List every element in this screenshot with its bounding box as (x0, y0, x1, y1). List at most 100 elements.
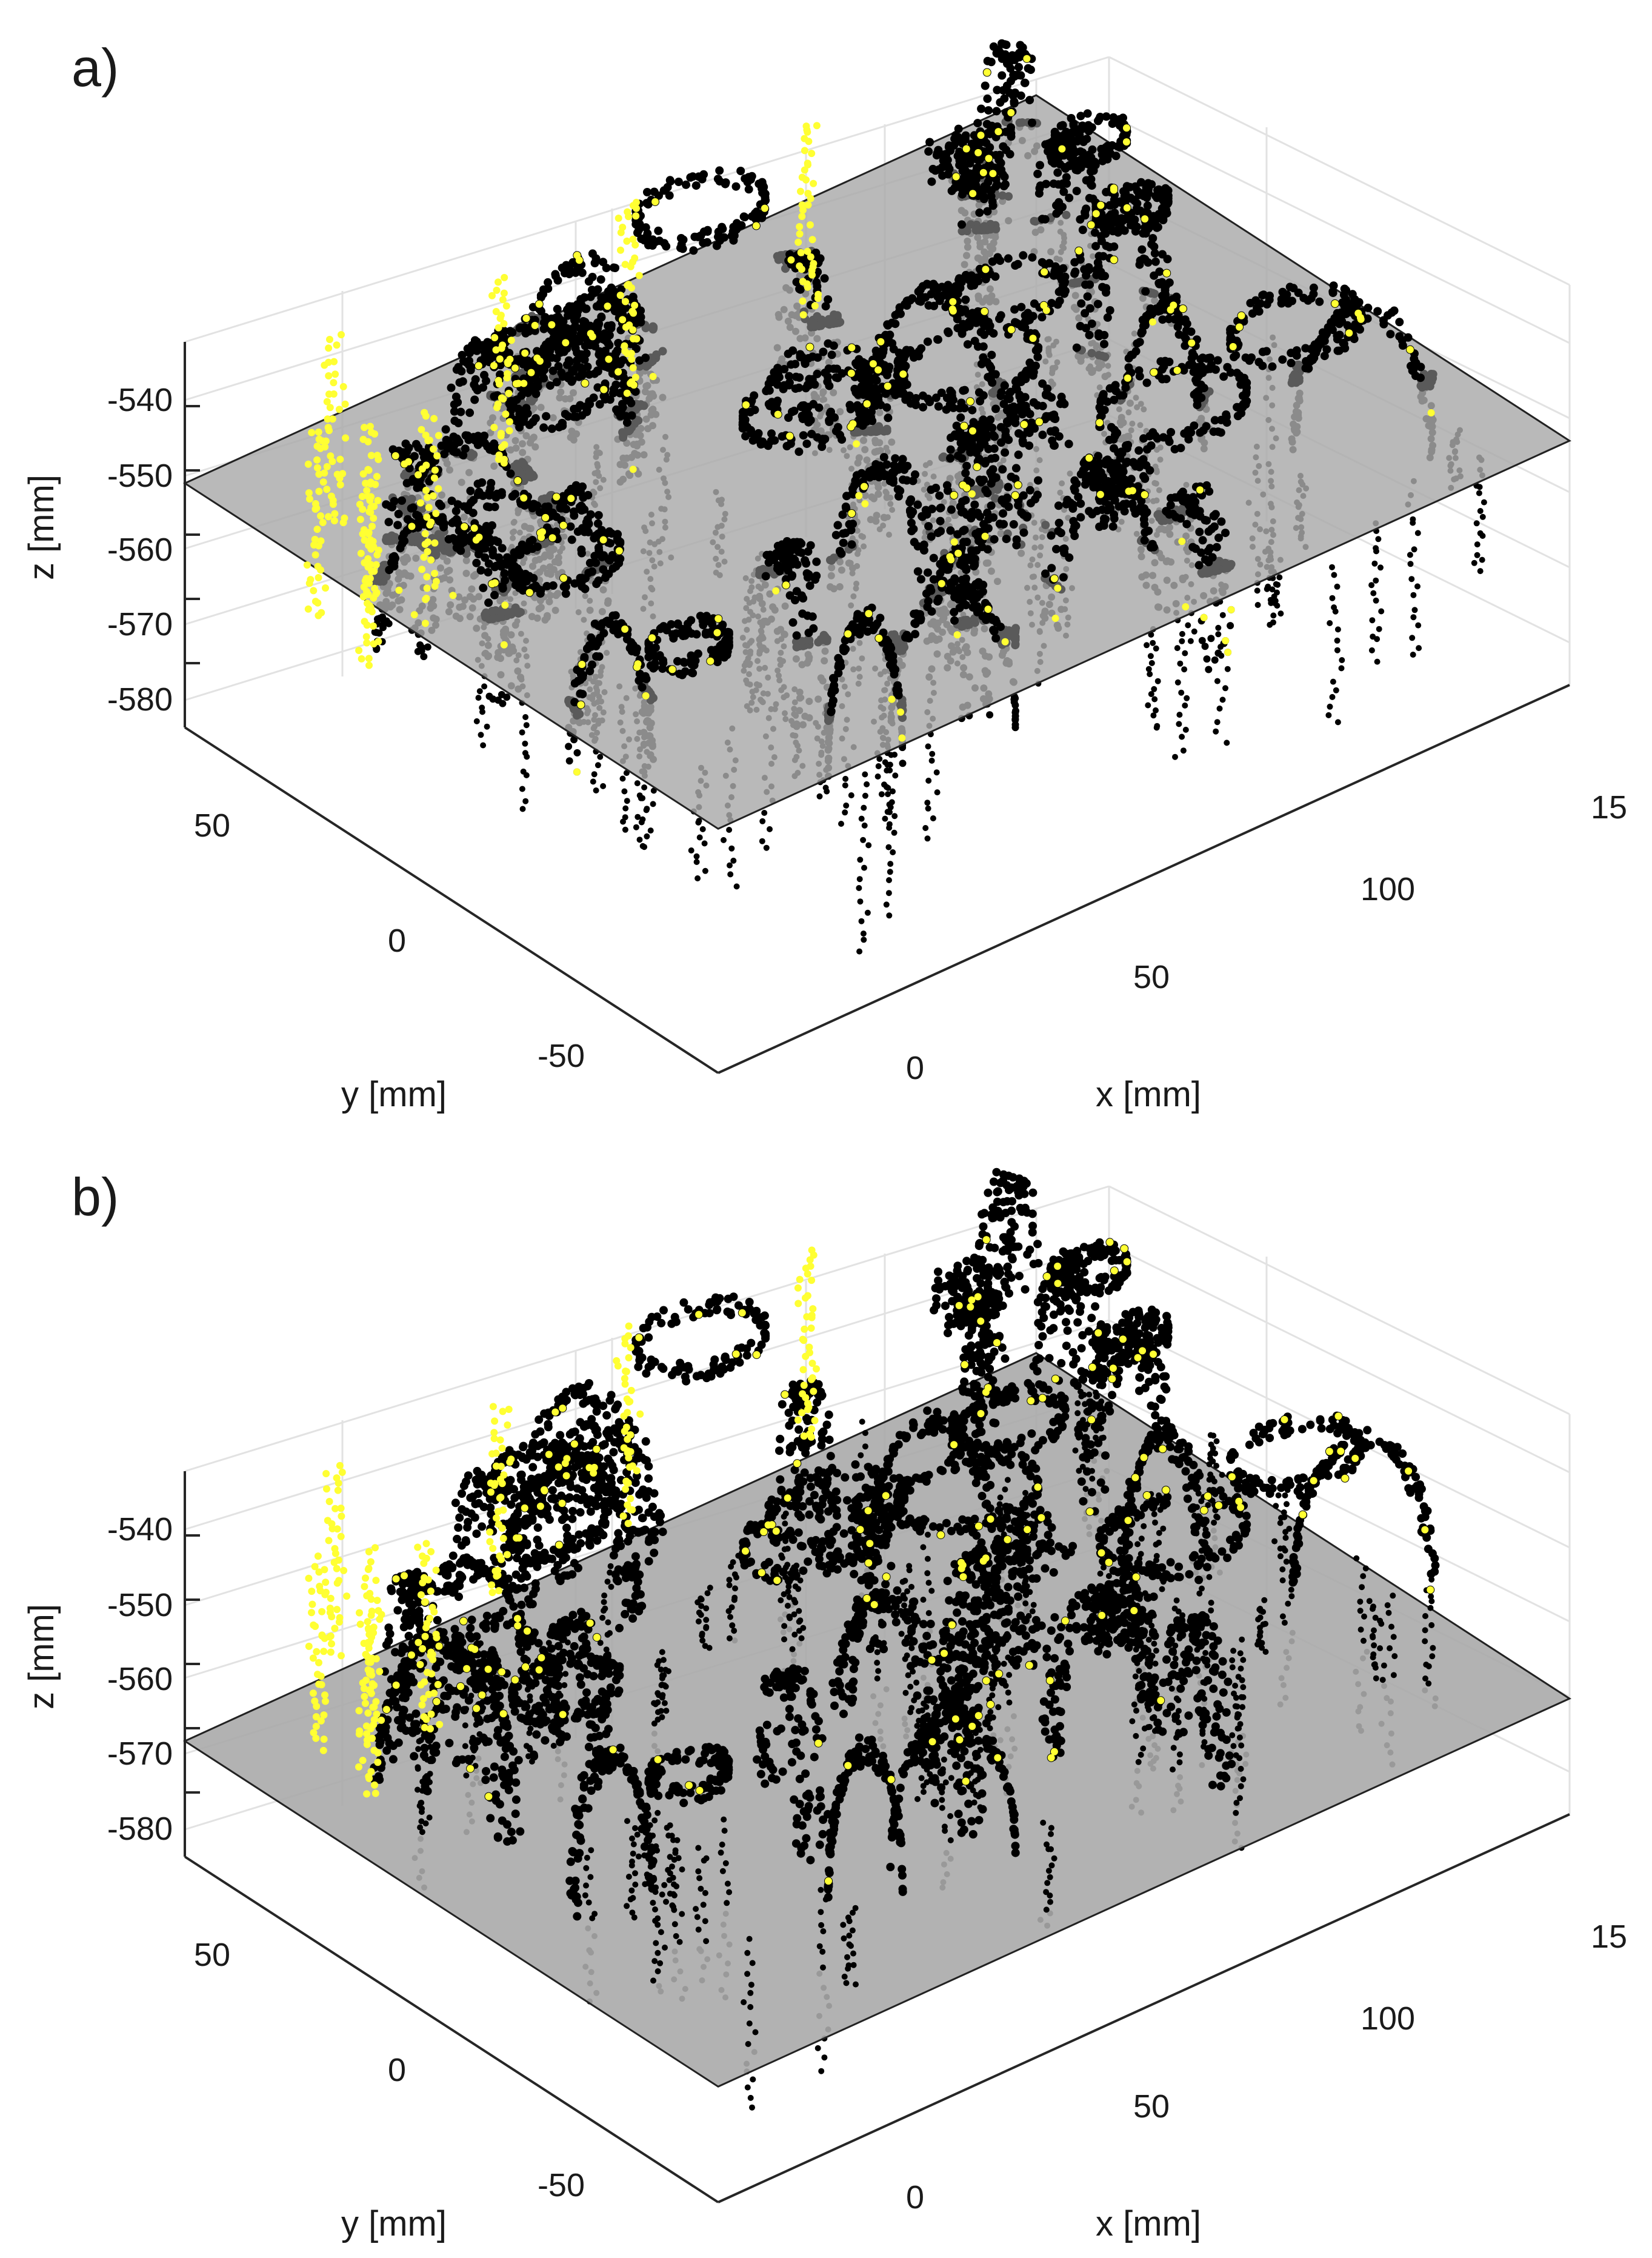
point-above-plane (1390, 306, 1399, 315)
strand-point (1334, 719, 1341, 726)
projected-point (824, 716, 833, 725)
point-above-plane (573, 348, 582, 357)
point-above-plane (999, 519, 1008, 529)
strand-point (1179, 733, 1185, 740)
projected-point (618, 428, 627, 437)
point-above-plane (1411, 372, 1420, 380)
strand-point (1150, 712, 1157, 719)
strand-point (727, 871, 734, 878)
strand-point (1217, 644, 1224, 650)
strand-point (475, 695, 482, 701)
strand-point (650, 801, 656, 807)
strand-point (933, 769, 940, 776)
projected-point (818, 635, 827, 644)
strand-point (1476, 484, 1483, 490)
point-above-plane (593, 636, 602, 646)
point-above-plane (935, 491, 944, 500)
strand-point (701, 840, 708, 847)
strand-point (1144, 642, 1150, 649)
strand-point (1219, 696, 1226, 703)
point-above-plane (438, 513, 447, 522)
strand-point (862, 792, 868, 799)
projected-point (985, 225, 994, 234)
strand-point (1213, 728, 1219, 735)
strand-point (647, 827, 654, 834)
point-above-plane (944, 329, 953, 338)
point-above-plane (627, 398, 636, 407)
strand-point (1219, 612, 1226, 618)
point-below-plane (1198, 636, 1206, 644)
strand-point (890, 849, 896, 855)
strand-point (759, 838, 765, 844)
point-above-plane (1379, 319, 1388, 329)
point-above-plane (398, 496, 406, 505)
point-above-plane (987, 501, 996, 510)
point-above-plane (1012, 541, 1021, 550)
strand-point (861, 822, 868, 829)
strand-point (886, 824, 893, 831)
strand-point (925, 777, 932, 784)
point-above-plane (415, 520, 424, 529)
strand-point (1254, 602, 1261, 608)
projected-point (1030, 216, 1039, 225)
strand-point (1410, 614, 1417, 621)
point-above-plane (539, 423, 548, 432)
strand-point (924, 835, 931, 842)
point-above-plane (576, 675, 585, 684)
projected-point (1002, 630, 1011, 639)
point-above-plane (933, 335, 942, 344)
point-above-plane (622, 418, 631, 427)
strand-point (816, 793, 823, 800)
strand-point (1182, 702, 1188, 709)
point-below-plane (1011, 712, 1019, 720)
strand-point (693, 853, 700, 860)
projected-point (817, 315, 826, 324)
strand-point (1410, 592, 1417, 598)
point-above-plane (1019, 510, 1028, 519)
point-above-plane (592, 652, 601, 661)
point-above-plane (607, 321, 616, 330)
strand-point (1474, 541, 1480, 548)
point-below-plane (573, 749, 581, 757)
strand-point (1153, 645, 1159, 652)
strand-point (1477, 508, 1484, 514)
projected-point (1204, 569, 1213, 578)
strand-point (727, 862, 733, 869)
point-above-plane (401, 439, 410, 449)
strand-point (874, 773, 881, 780)
strand-point (476, 688, 483, 695)
strand-point (1277, 610, 1284, 617)
projected-point (407, 495, 416, 503)
strand-point (886, 912, 893, 919)
point-above-plane (983, 207, 992, 216)
point-above-plane (618, 404, 627, 413)
strand-point (590, 778, 596, 785)
strand-point (1408, 576, 1415, 583)
projected-point (882, 426, 891, 435)
strand-point (759, 818, 766, 824)
point-above-plane (1002, 494, 1011, 503)
strand-point (1215, 624, 1222, 631)
strand-point (934, 789, 941, 796)
strand-point (930, 815, 936, 821)
point-above-plane (1031, 495, 1040, 504)
strand-point (1369, 617, 1376, 624)
strand-point (860, 837, 867, 843)
projected-point (898, 701, 907, 710)
point-above-plane (556, 348, 565, 357)
point-above-plane (384, 518, 393, 527)
strand-point (1339, 657, 1345, 663)
point-above-plane (595, 350, 604, 359)
point-above-plane (1102, 187, 1111, 196)
strand-point (522, 740, 528, 747)
point-above-plane (450, 517, 459, 526)
strand-point (1414, 583, 1421, 590)
strand-point (1184, 695, 1190, 701)
strand-point (856, 876, 863, 883)
point-above-plane (975, 475, 984, 484)
projected-point (541, 494, 549, 503)
strand-point (1215, 631, 1222, 638)
strand-point (1187, 638, 1194, 644)
strand-point (924, 800, 931, 806)
strand-point (1334, 626, 1341, 633)
